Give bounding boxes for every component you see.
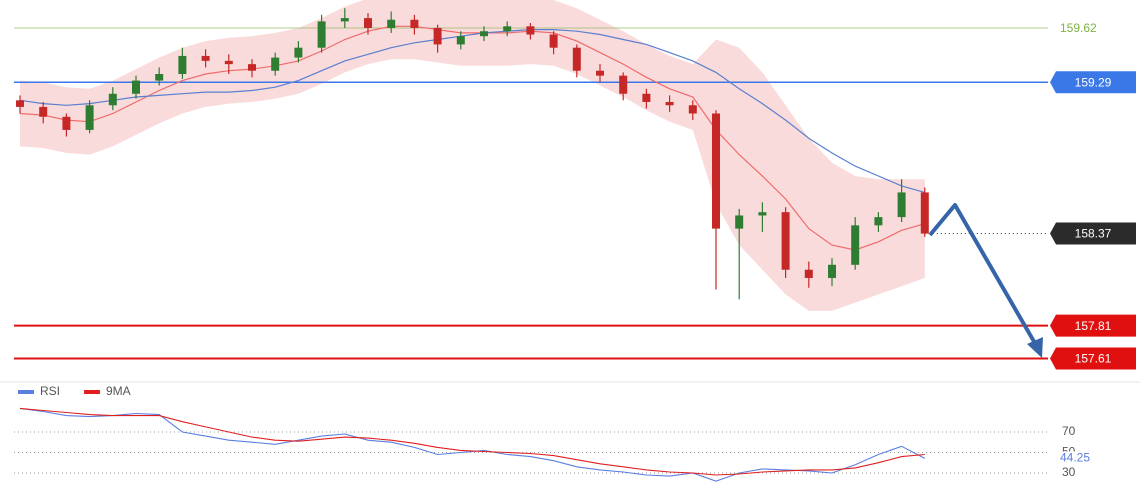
arrow-path bbox=[928, 203, 1038, 347]
candle-body bbox=[16, 100, 24, 107]
price-label: 158.37 bbox=[1075, 227, 1112, 241]
legend-label: 9MA bbox=[106, 384, 131, 398]
candle-body bbox=[642, 93, 651, 102]
candle-body bbox=[781, 212, 790, 270]
candle-body bbox=[688, 105, 697, 114]
candle-body bbox=[503, 26, 512, 32]
candle-body bbox=[132, 80, 140, 94]
candle-body bbox=[897, 192, 906, 218]
legend-label: RSI bbox=[40, 384, 60, 398]
candle-body bbox=[271, 57, 280, 71]
candle-body bbox=[62, 116, 71, 130]
candle-body bbox=[920, 192, 929, 234]
moving-average bbox=[19, 29, 925, 193]
candle-body bbox=[480, 31, 488, 37]
candle-body bbox=[758, 212, 767, 216]
price-label-box bbox=[1050, 347, 1136, 370]
price-label-box bbox=[1050, 314, 1136, 337]
candle-body bbox=[619, 75, 628, 94]
candle-body bbox=[596, 70, 604, 76]
candle-body bbox=[410, 19, 419, 28]
candle-body bbox=[828, 264, 836, 278]
bollinger-band bbox=[20, 0, 925, 311]
candle-body bbox=[108, 93, 117, 106]
forecast-arrow bbox=[928, 203, 1043, 358]
candle-body bbox=[526, 26, 535, 35]
arrow-head bbox=[1027, 337, 1043, 358]
candle-body bbox=[712, 113, 720, 229]
candle-body bbox=[201, 55, 210, 61]
candle-body bbox=[874, 217, 883, 226]
candle-body bbox=[85, 105, 94, 130]
candle-body bbox=[224, 60, 233, 65]
candle-body bbox=[294, 47, 303, 58]
candle-body bbox=[572, 47, 581, 71]
candle-body bbox=[248, 64, 256, 71]
candle-body bbox=[735, 215, 744, 229]
last-value-bg bbox=[1058, 451, 1098, 466]
candle-body bbox=[433, 27, 442, 45]
candle-body bbox=[39, 106, 48, 117]
price-label: 159.29 bbox=[1075, 75, 1112, 89]
candle-body bbox=[317, 21, 326, 48]
candle-body bbox=[178, 55, 187, 75]
price-label: 157.61 bbox=[1075, 352, 1112, 366]
candle-body bbox=[456, 36, 465, 45]
y-tick-label: 30 bbox=[1062, 465, 1076, 479]
candle-body bbox=[665, 101, 674, 106]
candle-body bbox=[387, 19, 396, 28]
candle-body bbox=[549, 34, 558, 48]
y-tick-label: 70 bbox=[1062, 424, 1076, 438]
candle-body bbox=[364, 18, 372, 28]
moving-average bbox=[19, 25, 925, 251]
candle-body bbox=[804, 269, 813, 278]
candle-body bbox=[155, 74, 164, 81]
series-line bbox=[19, 407, 925, 476]
candle-body bbox=[340, 18, 349, 22]
price-label-box bbox=[1050, 71, 1136, 94]
price-label: 157.81 bbox=[1075, 319, 1112, 333]
price-label: 159.62 bbox=[1060, 21, 1097, 35]
price-label-box bbox=[1050, 222, 1136, 245]
last-value-label: 44.25 bbox=[1060, 451, 1090, 465]
candle-body bbox=[851, 225, 860, 265]
